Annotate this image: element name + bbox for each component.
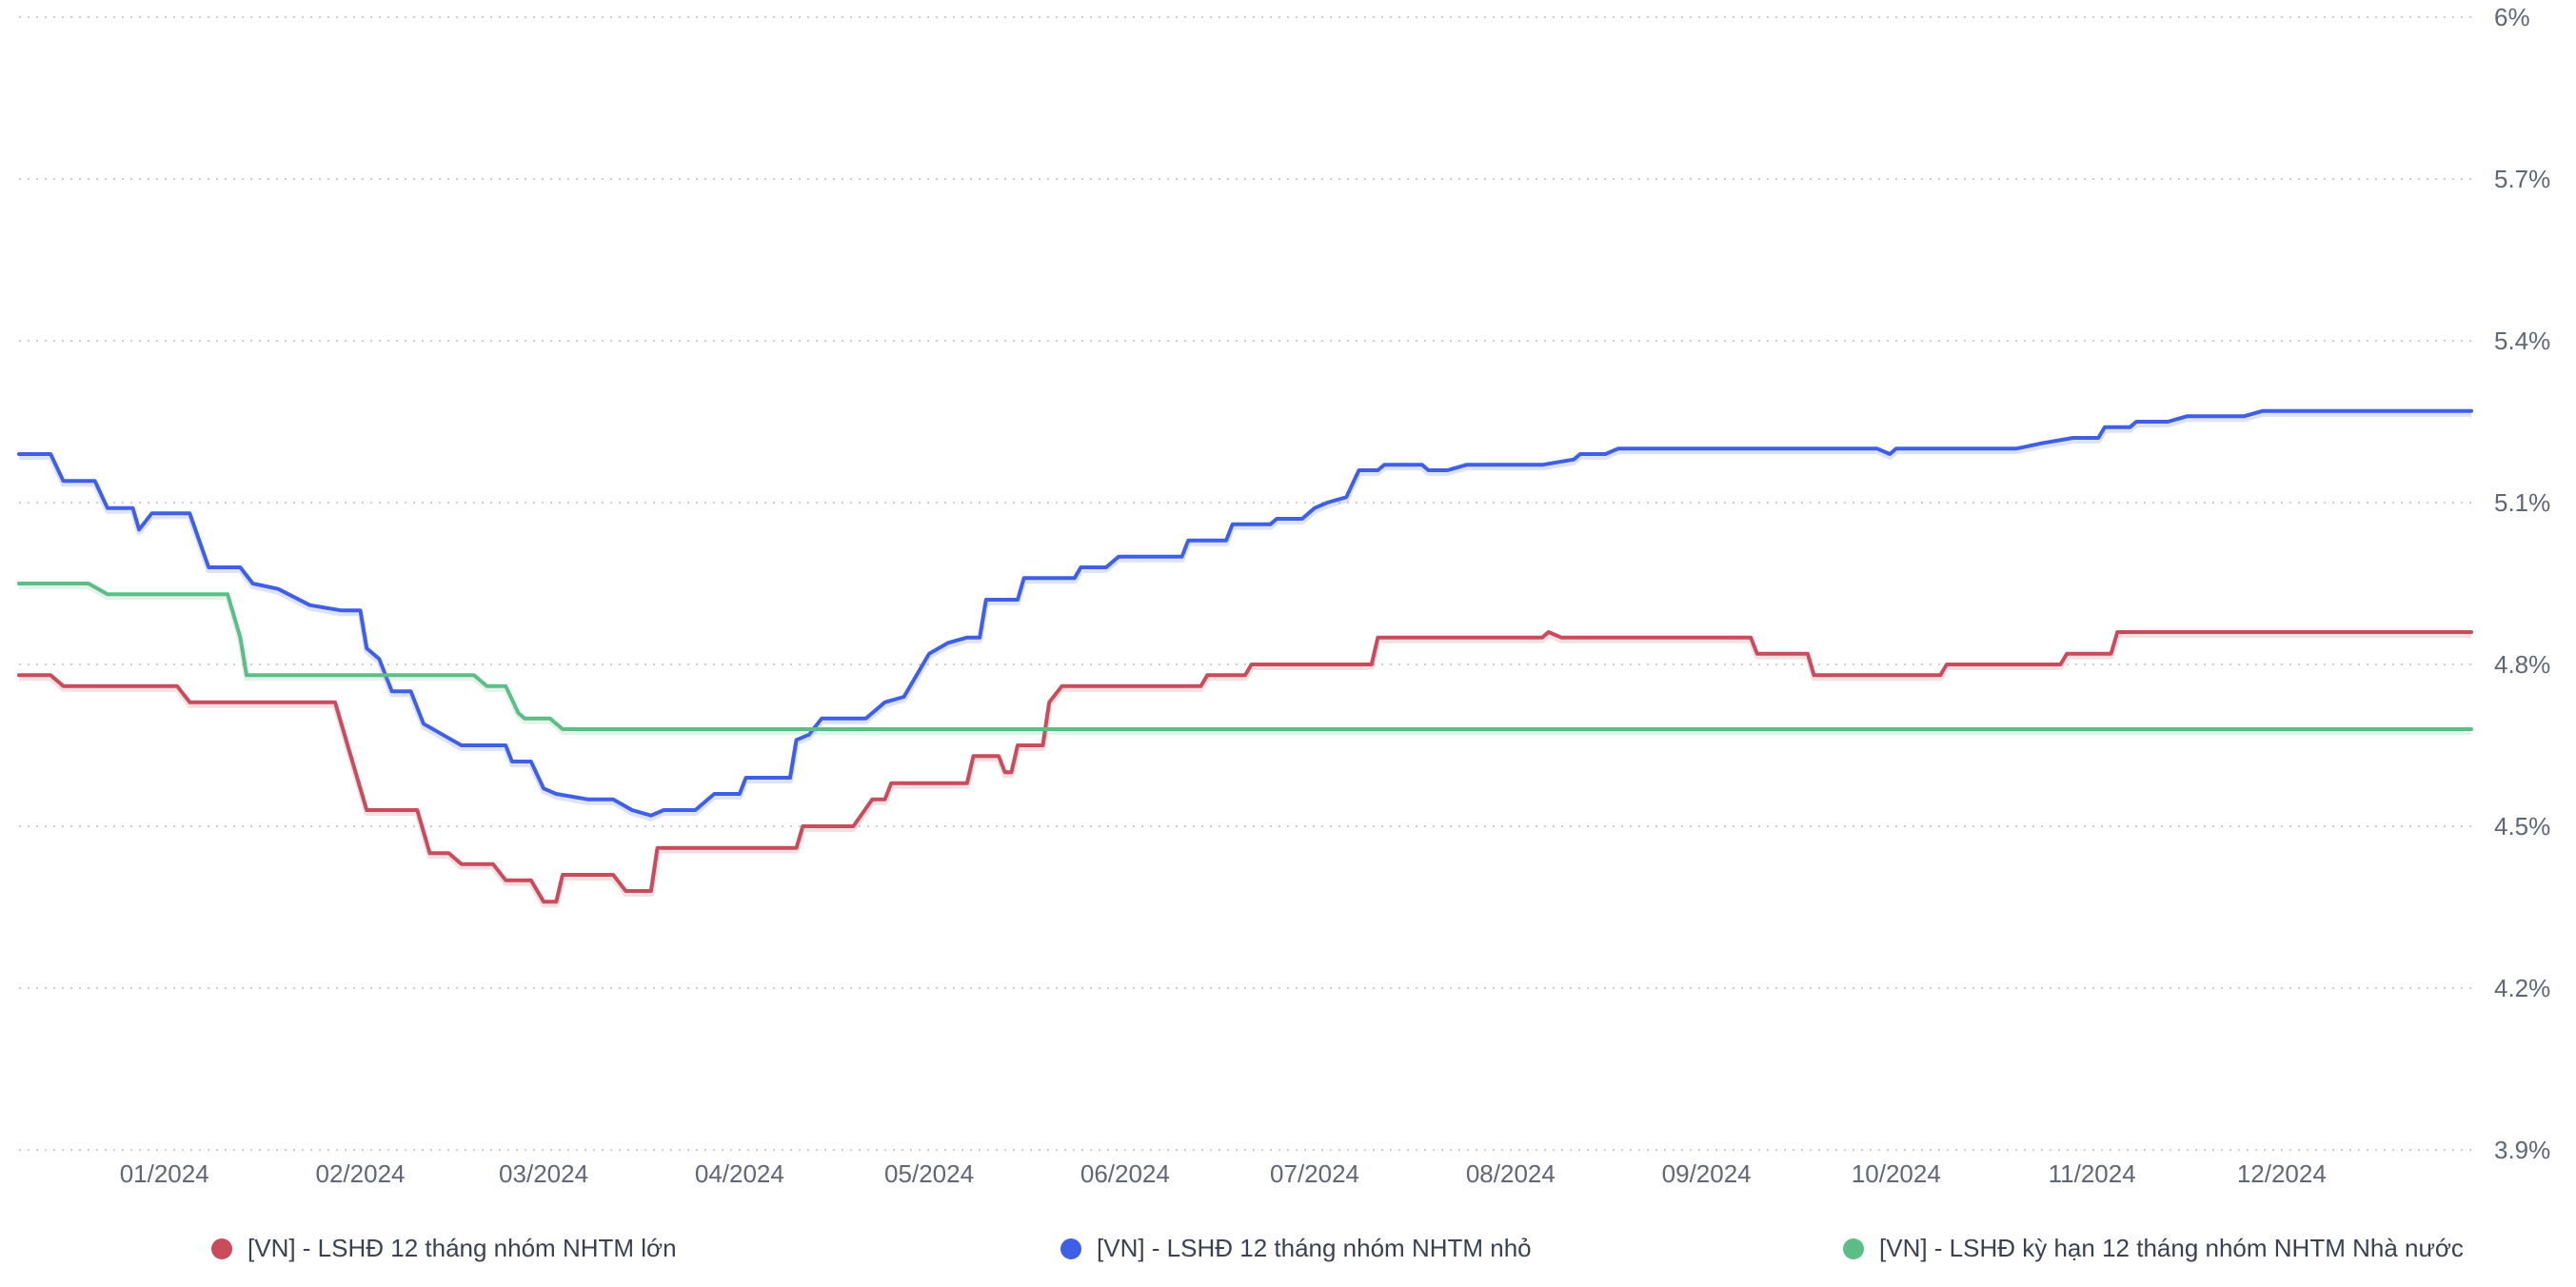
legend-item-state-banks[interactable]: [VN] - LSHĐ kỳ hạn 12 tháng nhóm NHTM Nh… (1843, 1234, 2464, 1263)
y-tick-label: 4.2% (2494, 974, 2550, 1002)
legend-item-large-banks[interactable]: [VN] - LSHĐ 12 tháng nhóm NHTM lớn (211, 1234, 677, 1263)
legend-label-small-banks: [VN] - LSHĐ 12 tháng nhóm NHTM nhỏ (1097, 1234, 1532, 1262)
x-tick-label: 06/2024 (1080, 1159, 1170, 1188)
legend: [VN] - LSHĐ 12 tháng nhóm NHTM lớn [VN] … (0, 1234, 2576, 1272)
legend-dot-small-banks (1060, 1238, 1081, 1259)
x-tick-label: 05/2024 (884, 1159, 974, 1188)
y-tick-label: 5.1% (2494, 488, 2550, 517)
y-tick-label: 5.7% (2494, 165, 2550, 193)
x-tick-label: 11/2024 (2049, 1159, 2136, 1188)
y-tick-label: 4.8% (2494, 650, 2550, 679)
x-tick-label: 02/2024 (316, 1159, 406, 1188)
y-axis-ticks: 6% 5.7% 5.4% 5.1% 4.8% 4.5% 4.2% 3.9% (2494, 3, 2550, 1164)
x-tick-label: 08/2024 (1466, 1159, 1556, 1188)
y-tick-label: 5.4% (2494, 327, 2550, 355)
x-tick-label: 10/2024 (1852, 1159, 1941, 1188)
legend-label-large-banks: [VN] - LSHĐ 12 tháng nhóm NHTM lớn (248, 1234, 677, 1262)
legend-item-small-banks[interactable]: [VN] - LSHĐ 12 tháng nhóm NHTM nhỏ (1060, 1234, 1532, 1263)
x-tick-label: 09/2024 (1662, 1159, 1752, 1188)
series-line-small-banks[interactable] (17, 408, 2473, 818)
grid (19, 16, 2471, 1151)
x-axis-ticks: 01/2024 02/2024 03/2024 04/2024 05/2024 06/20… (120, 1159, 2327, 1188)
legend-dot-state-banks (1843, 1238, 1864, 1259)
series-shadow-state-banks (19, 584, 2471, 735)
y-tick-label: 3.9% (2494, 1136, 2550, 1164)
series-line-state-banks[interactable] (17, 582, 2473, 731)
x-tick-label: 01/2024 (120, 1159, 209, 1188)
x-tick-label: 12/2024 (2237, 1159, 2327, 1188)
legend-dot-large-banks (211, 1238, 232, 1259)
series-shadow-small-banks (19, 410, 2471, 822)
legend-label-state-banks: [VN] - LSHĐ kỳ hạn 12 tháng nhóm NHTM Nh… (1879, 1234, 2464, 1262)
x-tick-label: 07/2024 (1270, 1159, 1359, 1188)
y-tick-label: 6% (2494, 3, 2530, 31)
x-tick-label: 03/2024 (499, 1159, 588, 1188)
series-lines (17, 408, 2473, 908)
series-line-large-banks[interactable] (17, 630, 2473, 904)
x-tick-label: 04/2024 (695, 1159, 784, 1188)
y-tick-label: 4.5% (2494, 812, 2550, 841)
